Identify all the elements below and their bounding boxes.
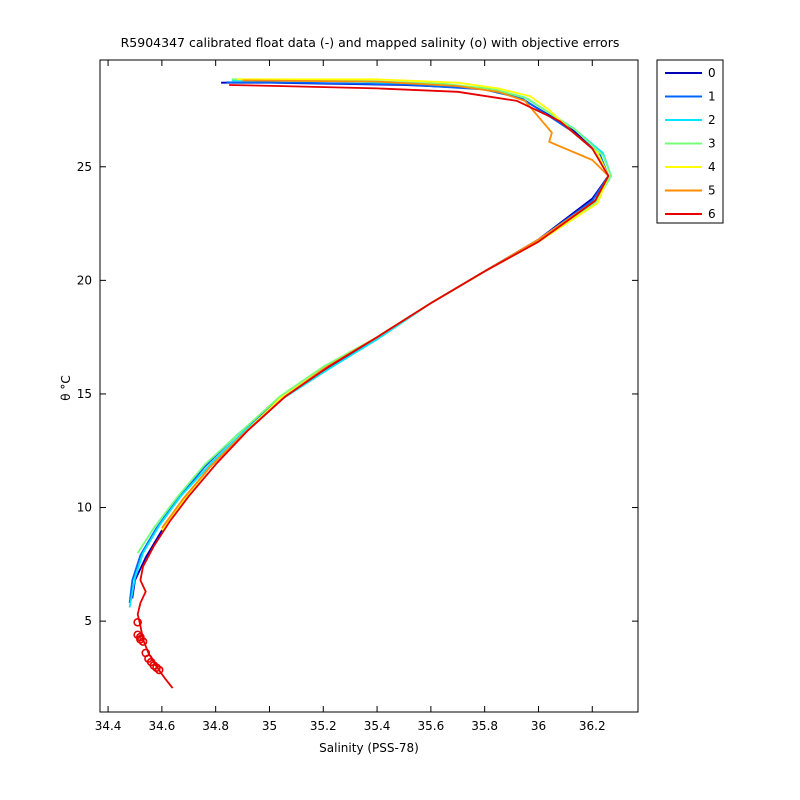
legend-box (656, 59, 724, 224)
x-tick-label: 34.4 (95, 719, 122, 733)
chart-title: R5904347 calibrated float data (-) and m… (121, 35, 620, 50)
y-axis-title: θ °C (59, 375, 73, 401)
legend-label-4: 4 (708, 160, 716, 174)
mapped-salinity-point (138, 637, 148, 646)
x-tick-label: 35.8 (471, 719, 498, 733)
legend: 0 1 2 3 4 5 6 (656, 59, 724, 224)
x-tick-label: 36 (531, 719, 546, 733)
x-tick-label: 34.8 (202, 719, 229, 733)
x-axis-title: Salinity (PSS-78) (319, 741, 419, 755)
mapped-salinity-point (133, 617, 142, 627)
x-tick-label: 35.6 (418, 719, 445, 733)
y-tick-label: 20 (77, 273, 92, 287)
legend-label-6: 6 (708, 207, 716, 221)
x-tick-label: 35.2 (310, 719, 337, 733)
y-tick-label: 15 (77, 387, 92, 401)
mapped-salinity-markers (133, 617, 164, 675)
legend-label-5: 5 (708, 184, 716, 198)
x-tick-label: 35 (262, 719, 277, 733)
legend-label-3: 3 (708, 137, 716, 151)
x-tick-label: 36.2 (579, 719, 606, 733)
plot-area (99, 59, 639, 713)
series-lines (128, 78, 612, 689)
axis-ticks: 34.4 34.6 34.8 35 35.2 35.4 35.6 35.8 36 36.2 5 10 1… (77, 60, 638, 733)
legend-label-0: 0 (708, 66, 716, 80)
legend-label-1: 1 (708, 90, 716, 104)
x-tick-label: 34.6 (149, 719, 176, 733)
y-tick-label: 10 (77, 501, 92, 515)
y-tick-label: 5 (84, 614, 92, 628)
mapped-salinity-point (154, 665, 164, 675)
series-line-6 (136, 84, 610, 689)
y-tick-label: 25 (77, 160, 92, 174)
x-tick-label: 35.4 (364, 719, 391, 733)
legend-label-2: 2 (708, 113, 716, 127)
